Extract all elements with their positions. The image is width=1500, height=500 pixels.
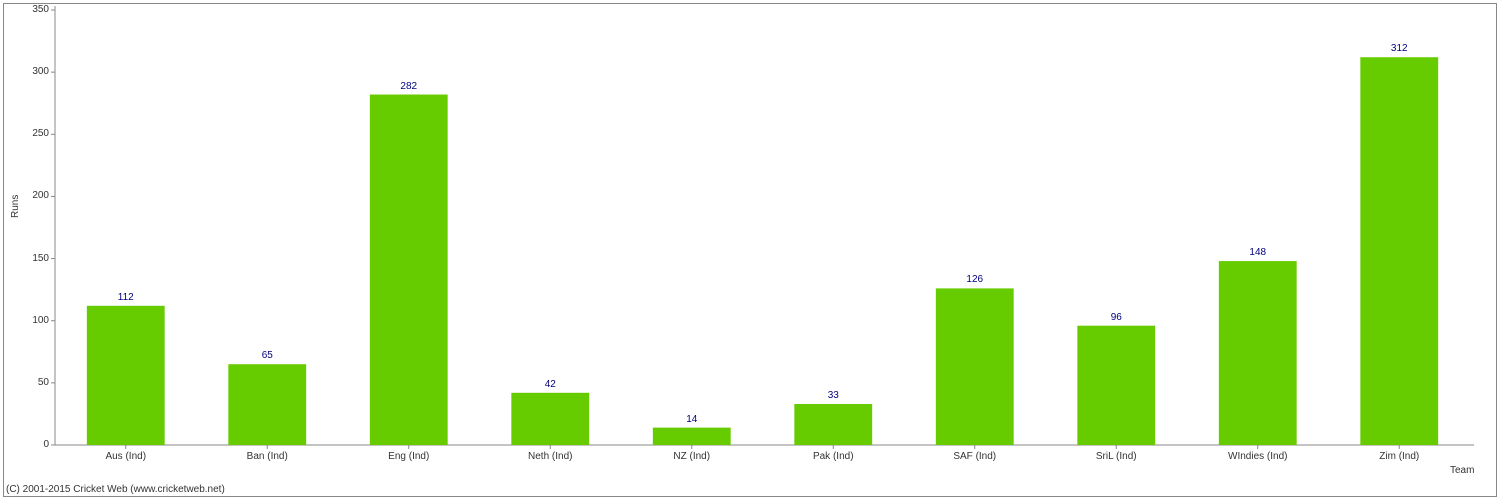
bar-value-label: 312 [1369,43,1429,54]
x-tick-label: Aus (Ind) [55,451,197,462]
bar-value-label: 112 [96,292,156,303]
x-tick-label: Eng (Ind) [338,451,480,462]
bar [1360,57,1438,445]
y-tick-label: 100 [21,315,49,326]
x-tick-label: SAF (Ind) [904,451,1046,462]
bar-value-label: 282 [379,81,439,92]
bar [87,306,165,445]
y-tick-label: 50 [21,377,49,388]
y-tick-label: 0 [21,439,49,450]
bar [794,404,872,445]
bar [511,393,589,445]
bar-value-label: 14 [662,414,722,425]
y-tick-label: 300 [21,66,49,77]
bar-value-label: 126 [945,274,1005,285]
y-tick-label: 350 [21,4,49,15]
bar [1077,326,1155,445]
x-tick-label: NZ (Ind) [621,451,763,462]
x-axis-title: Team [1450,465,1474,476]
x-tick-label: WIndies (Ind) [1187,451,1329,462]
x-tick-label: Ban (Ind) [197,451,339,462]
y-tick-label: 250 [21,128,49,139]
x-tick-label: SriL (Ind) [1046,451,1188,462]
bar [936,288,1014,445]
bar [228,364,306,445]
bar-value-label: 33 [803,390,863,401]
bar [1219,261,1297,445]
bar-value-label: 65 [237,350,297,361]
bar-value-label: 42 [520,379,580,390]
x-tick-label: Zim (Ind) [1329,451,1471,462]
y-tick-label: 150 [21,253,49,264]
bar [370,95,448,445]
bar-value-label: 96 [1086,312,1146,323]
copyright-text: (C) 2001-2015 Cricket Web (www.cricketwe… [6,484,225,495]
x-tick-label: Neth (Ind) [480,451,622,462]
bar [653,428,731,445]
bar-value-label: 148 [1228,247,1288,258]
y-tick-label: 200 [21,190,49,201]
x-tick-label: Pak (Ind) [763,451,905,462]
y-axis-title: Runs [10,194,21,217]
